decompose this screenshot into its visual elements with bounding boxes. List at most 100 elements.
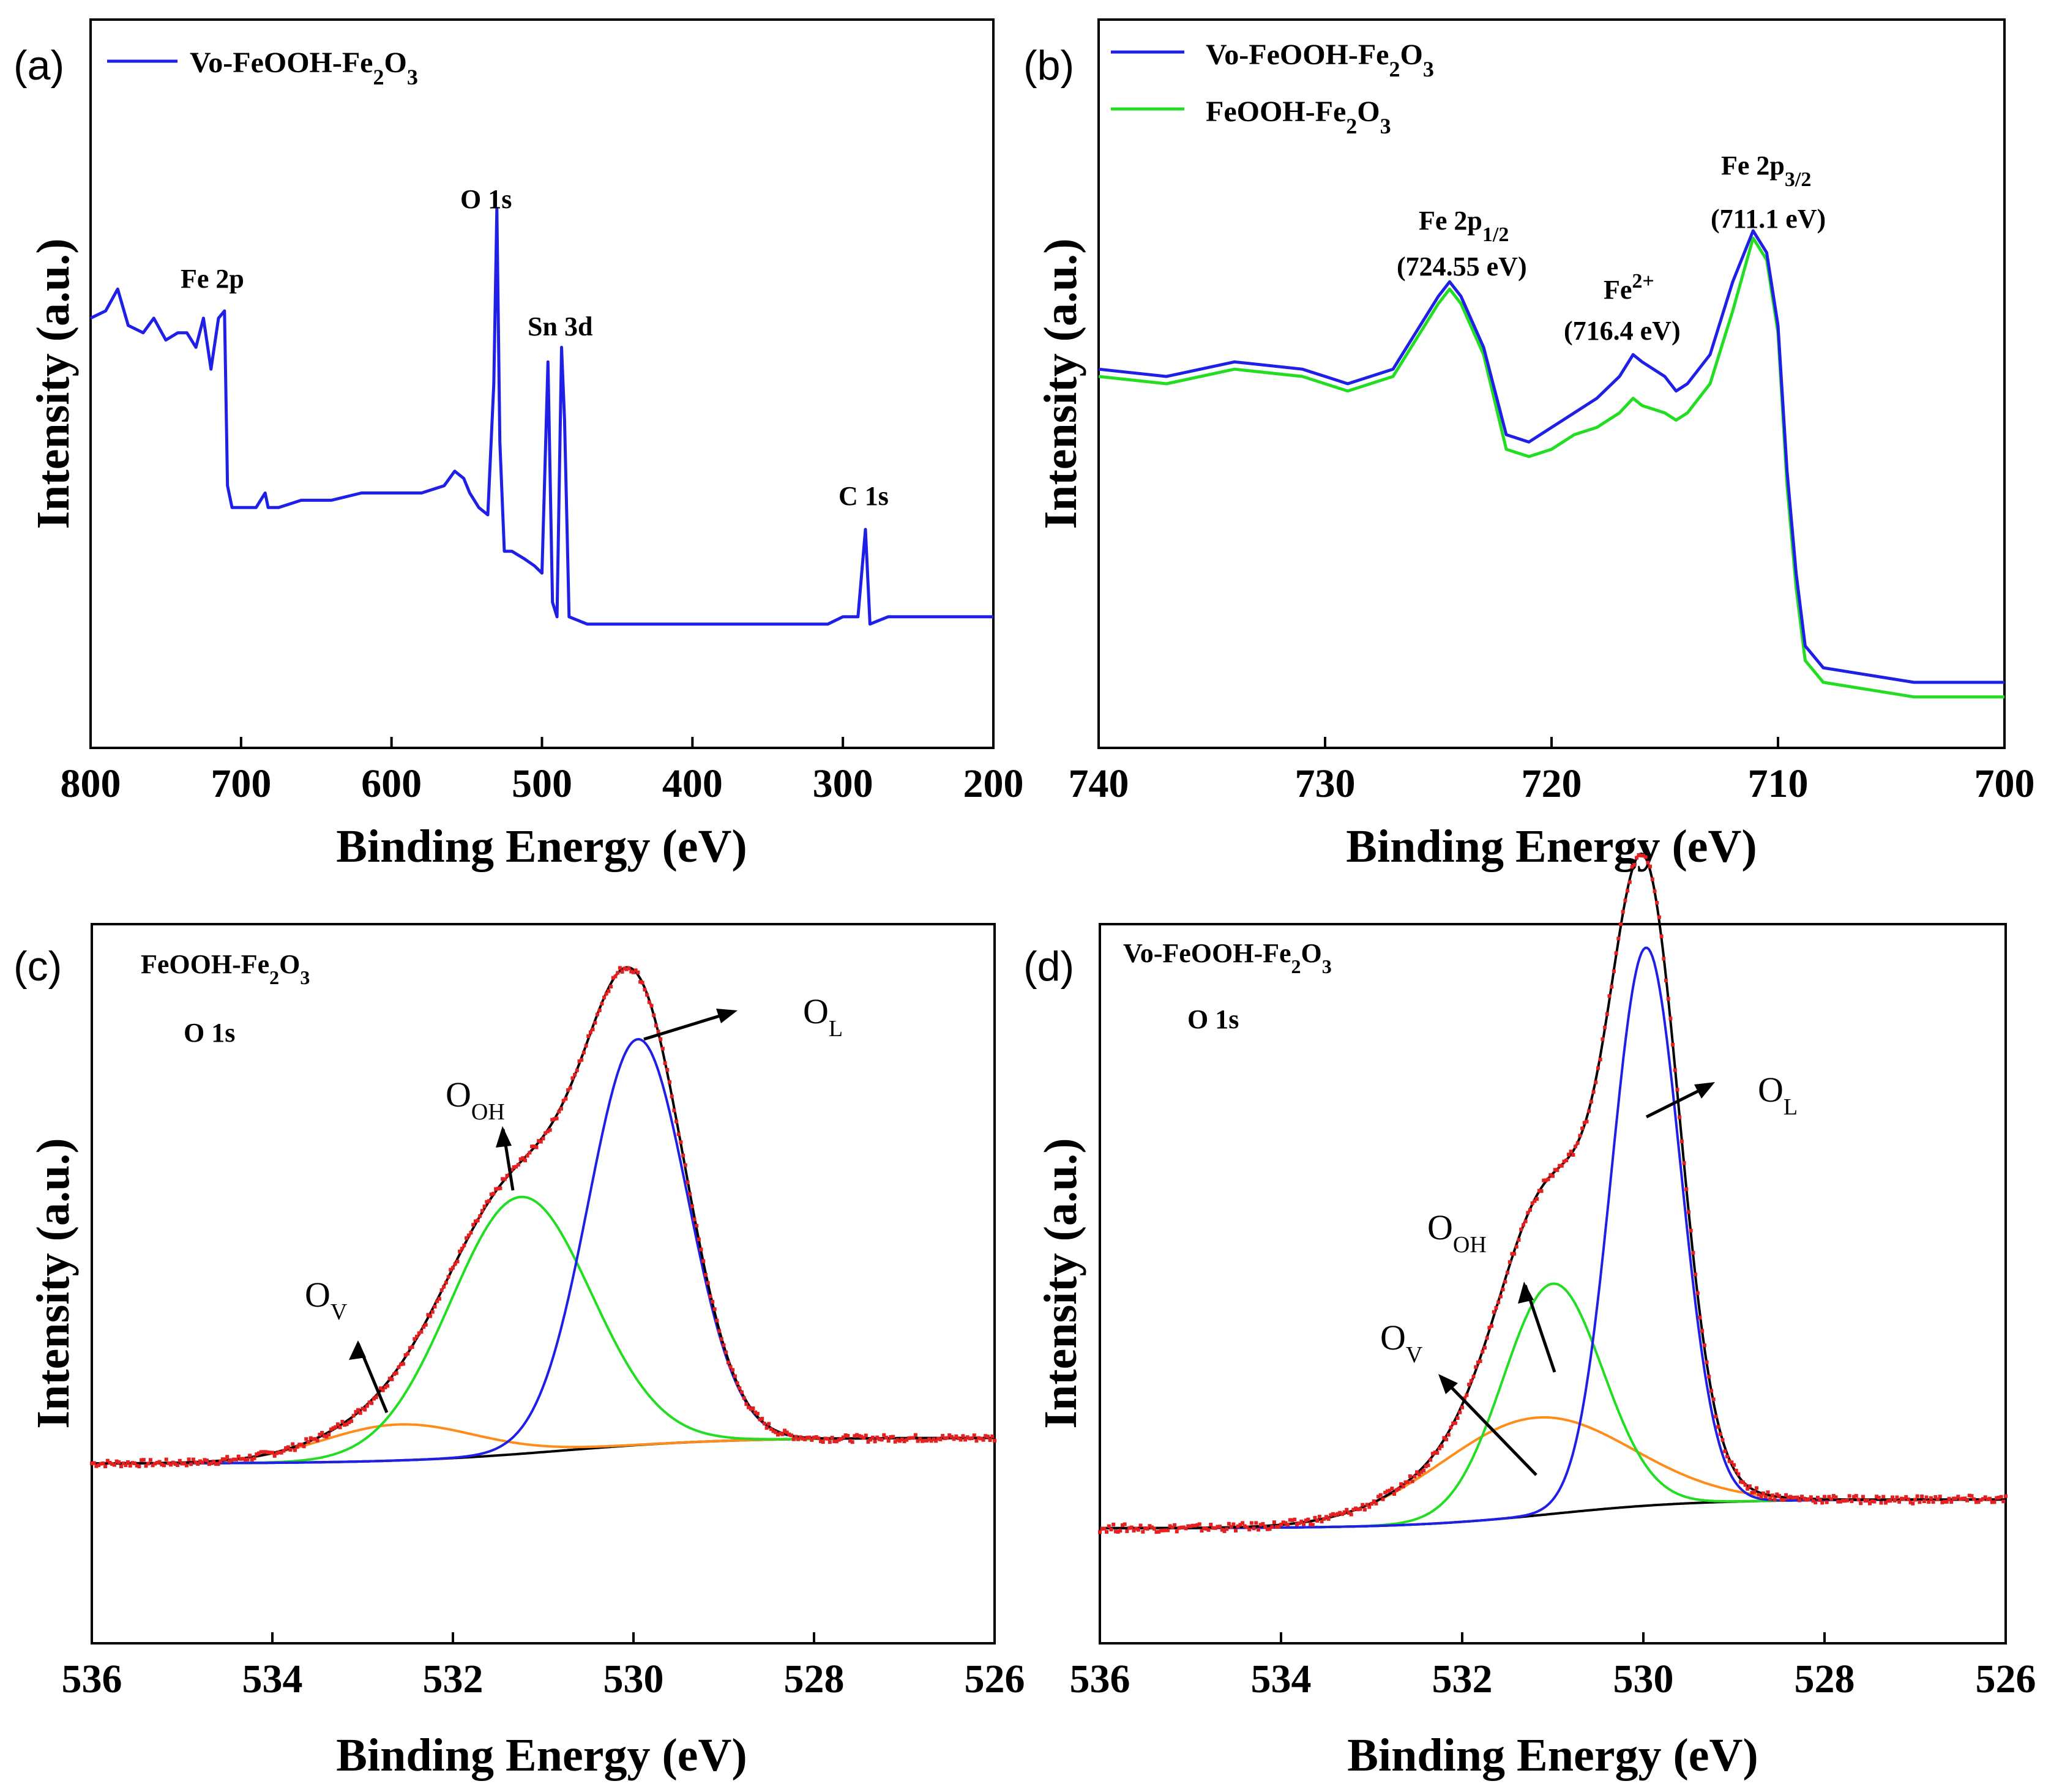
data-point (101, 1462, 105, 1465)
data-point (465, 1236, 469, 1240)
data-point (1947, 1496, 1951, 1501)
data-point (444, 1280, 448, 1285)
data-point (99, 1462, 103, 1466)
data-point (363, 1408, 367, 1412)
data-point (1385, 1489, 1389, 1493)
data-point (947, 1433, 952, 1437)
data-point (968, 1436, 972, 1441)
data-point (724, 1350, 728, 1354)
data-point (1286, 1523, 1290, 1527)
data-point (552, 1117, 556, 1121)
data-point (977, 1436, 981, 1440)
data-point (1612, 969, 1616, 974)
data-point (453, 1262, 457, 1266)
data-point (1684, 1187, 1689, 1192)
data-point (119, 1465, 123, 1468)
data-point (1630, 865, 1634, 869)
data-point (1671, 1043, 1675, 1047)
data-point (277, 1450, 282, 1455)
data-point (354, 1409, 358, 1414)
data-point (794, 1435, 798, 1439)
data-point (566, 1088, 570, 1092)
data-point (862, 1436, 866, 1440)
data-point (268, 1450, 272, 1455)
data-point (1111, 1522, 1116, 1526)
data-point (984, 1434, 988, 1438)
data-point (1302, 1522, 1306, 1526)
arrow-d-ov (1440, 1376, 1537, 1476)
data-point (663, 1061, 667, 1066)
data-point (816, 1436, 821, 1441)
data-point (613, 974, 618, 979)
data-point (1415, 1470, 1419, 1474)
data-point (1886, 1499, 1890, 1503)
data-point (1632, 863, 1637, 867)
data-point (187, 1457, 191, 1462)
data-point (419, 1330, 424, 1334)
data-point (701, 1259, 706, 1263)
data-point (1662, 957, 1666, 961)
data-point (1954, 1496, 1958, 1501)
data-point (1648, 864, 1653, 868)
annotation-fe-2p12-value: (724.55 eV) (1397, 252, 1527, 282)
data-point (596, 1012, 599, 1017)
data-point (1772, 1498, 1777, 1502)
data-point (1804, 1498, 1809, 1502)
data-point (1211, 1526, 1215, 1530)
data-point (263, 1450, 267, 1454)
data-point (1904, 1495, 1908, 1499)
data-point (620, 969, 624, 974)
data-point (627, 966, 631, 970)
data-point (1268, 1527, 1272, 1531)
data-point (911, 1436, 916, 1440)
data-point (1361, 1503, 1365, 1507)
data-point (561, 1099, 566, 1103)
data-point (523, 1159, 527, 1163)
data-point (668, 1080, 671, 1085)
data-point (821, 1440, 825, 1444)
data-point (1580, 1126, 1585, 1130)
data-point (232, 1457, 236, 1462)
data-point (1220, 1528, 1224, 1532)
data-point (1349, 1512, 1353, 1517)
data-point (1591, 1090, 1596, 1094)
data-point (1213, 1526, 1217, 1530)
data-point (767, 1422, 771, 1426)
data-point (584, 1043, 588, 1048)
data-point (271, 1450, 274, 1455)
data-point (489, 1192, 493, 1197)
data-point (1535, 1197, 1539, 1201)
data-point (1157, 1529, 1161, 1534)
data-point (1186, 1524, 1190, 1528)
data-point (1924, 1495, 1929, 1499)
data-point (250, 1457, 254, 1462)
data-point (981, 1438, 985, 1442)
data-point (632, 970, 635, 974)
data-point (1695, 1291, 1700, 1295)
data-point (697, 1238, 701, 1242)
data-point (1492, 1310, 1496, 1314)
data-point (151, 1463, 155, 1468)
data-point (1825, 1500, 1829, 1504)
data-point (141, 1458, 146, 1462)
data-point (1222, 1529, 1227, 1533)
data-point (153, 1462, 157, 1466)
peak-label-c-ov: OV (305, 1275, 348, 1325)
data-point (711, 1299, 715, 1304)
data-point (347, 1421, 351, 1424)
data-point (304, 1437, 308, 1441)
data-point (207, 1462, 211, 1466)
data-point (1481, 1350, 1485, 1354)
data-point (1326, 1517, 1331, 1521)
data-point (397, 1365, 401, 1369)
data-point (1331, 1512, 1335, 1516)
data-point (1242, 1524, 1247, 1528)
data-point (239, 1457, 243, 1461)
data-point (1498, 1294, 1503, 1299)
data-point (688, 1192, 692, 1196)
data-point (1843, 1499, 1847, 1503)
data-point (117, 1460, 121, 1465)
data-point (1315, 1518, 1320, 1523)
data-point (848, 1439, 852, 1443)
data-point (742, 1396, 746, 1400)
